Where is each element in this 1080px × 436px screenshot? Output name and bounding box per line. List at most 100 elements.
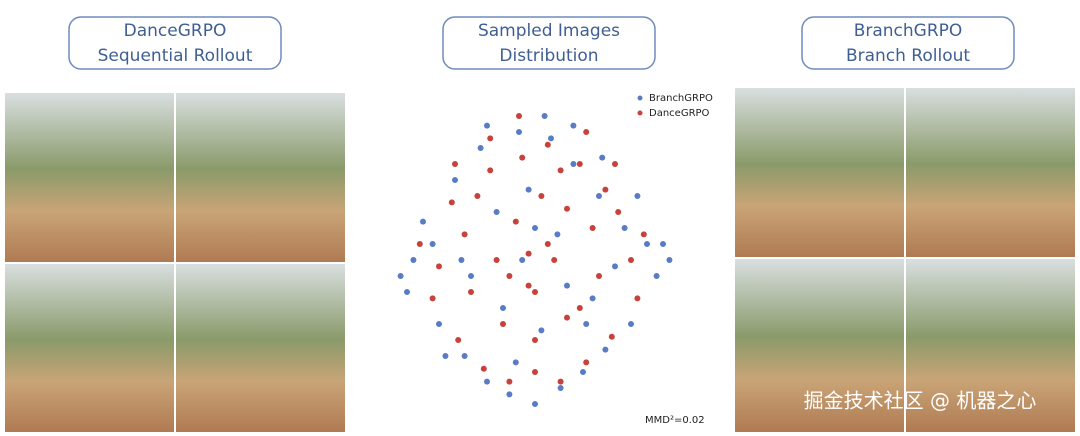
point: [557, 385, 564, 391]
point: [516, 129, 522, 135]
image: [906, 259, 1075, 432]
point: [500, 305, 506, 311]
point: [452, 177, 458, 183]
point: [512, 218, 519, 225]
point: [538, 327, 545, 334]
point: [596, 273, 602, 279]
point: [599, 154, 606, 161]
point: [628, 321, 634, 327]
point: [653, 273, 660, 279]
point: [532, 369, 538, 375]
point: [628, 257, 634, 263]
point: [436, 321, 442, 327]
point: [644, 241, 650, 247]
point: [564, 282, 570, 289]
point: [570, 161, 577, 167]
point: [544, 241, 551, 247]
point: [544, 141, 551, 148]
point: [608, 333, 615, 340]
header-text: Distribution: [499, 46, 598, 66]
point: [468, 289, 474, 295]
point: [458, 257, 465, 263]
point: [429, 295, 436, 302]
point: [576, 161, 583, 167]
point: [480, 365, 487, 372]
point: [551, 257, 558, 263]
legend-label: DanceGRPO: [649, 108, 710, 119]
point: [452, 161, 458, 167]
legend-marker: [637, 95, 643, 101]
left-images: [5, 93, 345, 432]
point: [477, 145, 484, 151]
point: [455, 337, 462, 343]
point: [557, 167, 564, 174]
point: [512, 359, 519, 366]
point: [506, 273, 513, 279]
point: [506, 378, 513, 385]
point: [525, 250, 532, 257]
point: [532, 225, 538, 231]
point: [583, 129, 590, 135]
legend-label: BranchGRPO: [649, 93, 713, 104]
point: [493, 257, 500, 263]
point: [429, 241, 436, 247]
image: [5, 93, 174, 262]
point: [487, 135, 494, 142]
point: [525, 282, 532, 289]
point: [570, 122, 577, 129]
point: [554, 231, 561, 238]
point: [416, 241, 423, 247]
header-box: [442, 16, 656, 70]
point: [634, 295, 641, 302]
point: [404, 289, 410, 295]
point: [666, 257, 673, 263]
point: [532, 401, 538, 407]
image: [5, 264, 174, 432]
header-box: [801, 16, 1015, 70]
point: [448, 199, 455, 206]
point: [532, 289, 538, 295]
point: [541, 113, 548, 119]
point: [500, 321, 506, 327]
point: [532, 337, 538, 343]
right-images: [735, 88, 1075, 432]
point: [525, 186, 532, 193]
point: [461, 231, 468, 238]
point: [589, 225, 596, 231]
header-text: Branch Rollout: [846, 46, 970, 66]
point: [564, 314, 570, 321]
point: [589, 295, 596, 302]
point: [621, 225, 628, 231]
point: [634, 193, 641, 199]
header-text: DanceGRPO: [124, 21, 227, 41]
point: [484, 122, 490, 129]
point: [506, 391, 513, 398]
header-text: Sequential Rollout: [98, 46, 253, 66]
point: [493, 209, 500, 215]
point: [519, 257, 526, 263]
header-text: BranchGRPO: [854, 21, 963, 41]
point: [580, 369, 586, 375]
point: [474, 193, 481, 199]
header-text: Sampled Images: [478, 21, 620, 41]
legend-marker: [637, 110, 643, 116]
image: [735, 259, 904, 432]
point: [420, 218, 426, 225]
point: [436, 263, 442, 270]
image: [176, 93, 345, 262]
point: [516, 113, 522, 119]
point: [576, 305, 583, 311]
point: [557, 378, 564, 385]
point: [461, 353, 468, 359]
point: [484, 378, 490, 385]
point: [596, 193, 602, 199]
point: [612, 161, 618, 167]
point: [468, 273, 474, 279]
image: [735, 88, 904, 257]
point: [487, 167, 494, 174]
watermark: 掘金技术社区 @ 机器之心: [804, 389, 1037, 413]
point: [564, 205, 570, 212]
point: [519, 154, 526, 161]
point: [583, 321, 590, 327]
